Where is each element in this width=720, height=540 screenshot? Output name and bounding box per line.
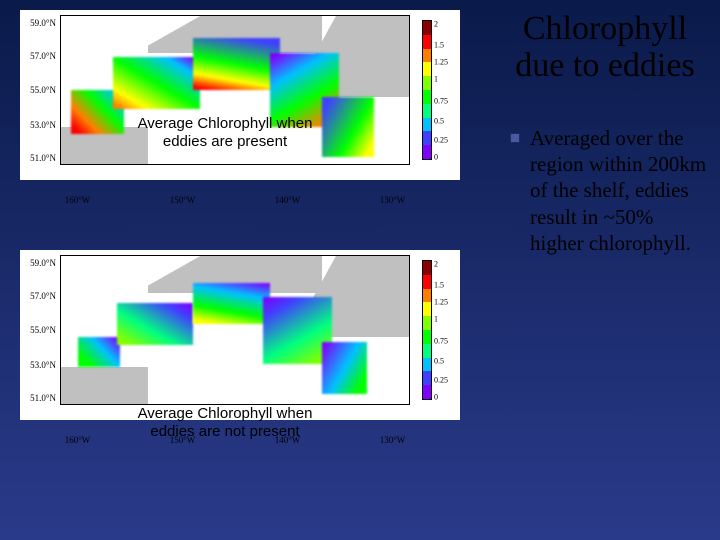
y-tick: 51.0°N (30, 393, 56, 403)
x-tick: 160°W (65, 435, 91, 445)
y-tick: 59.0°N (30, 258, 56, 268)
x-tick: 160°W (65, 195, 91, 205)
x-tick: 130°W (380, 195, 406, 205)
slide-title: Chlorophyll due to eddies (500, 10, 710, 85)
bullet-item: Averaged over the region within 200km of… (500, 125, 710, 256)
y-tick: 59.0°N (30, 18, 56, 28)
map-caption-1: Average Chlorophyll when eddies are pres… (135, 115, 315, 151)
y-axis: 59.0°N 57.0°N 55.0°N 53.0°N 51.0°N (20, 255, 58, 405)
map-plot (60, 255, 410, 405)
x-tick: 130°W (380, 435, 406, 445)
y-tick: 55.0°N (30, 85, 56, 95)
map-caption-2: Average Chlorophyll when eddies are not … (130, 405, 320, 441)
colorbar-labels: 2 1.5 1.25 1 0.75 0.5 0.25 0 (434, 260, 458, 400)
colorbar (422, 260, 432, 400)
x-tick: 140°W (275, 195, 301, 205)
x-tick: 150°W (170, 195, 196, 205)
map-panel-eddies-absent: 59.0°N 57.0°N 55.0°N 53.0°N 51.0°N 160°W… (20, 250, 460, 420)
bullet-text: Averaged over the region within 200km of… (530, 125, 710, 256)
map-panel-eddies-present: 59.0°N 57.0°N 55.0°N 53.0°N 51.0°N 160°W… (20, 10, 460, 180)
colorbar (422, 20, 432, 160)
y-tick: 53.0°N (30, 360, 56, 370)
y-tick: 53.0°N (30, 120, 56, 130)
y-tick: 51.0°N (30, 153, 56, 163)
bullet-square-icon (510, 133, 520, 143)
colorbar-labels: 2 1.5 1.25 1 0.75 0.5 0.25 0 (434, 20, 458, 160)
y-tick: 57.0°N (30, 291, 56, 301)
y-tick: 57.0°N (30, 51, 56, 61)
y-axis: 59.0°N 57.0°N 55.0°N 53.0°N 51.0°N (20, 15, 58, 165)
y-tick: 55.0°N (30, 325, 56, 335)
